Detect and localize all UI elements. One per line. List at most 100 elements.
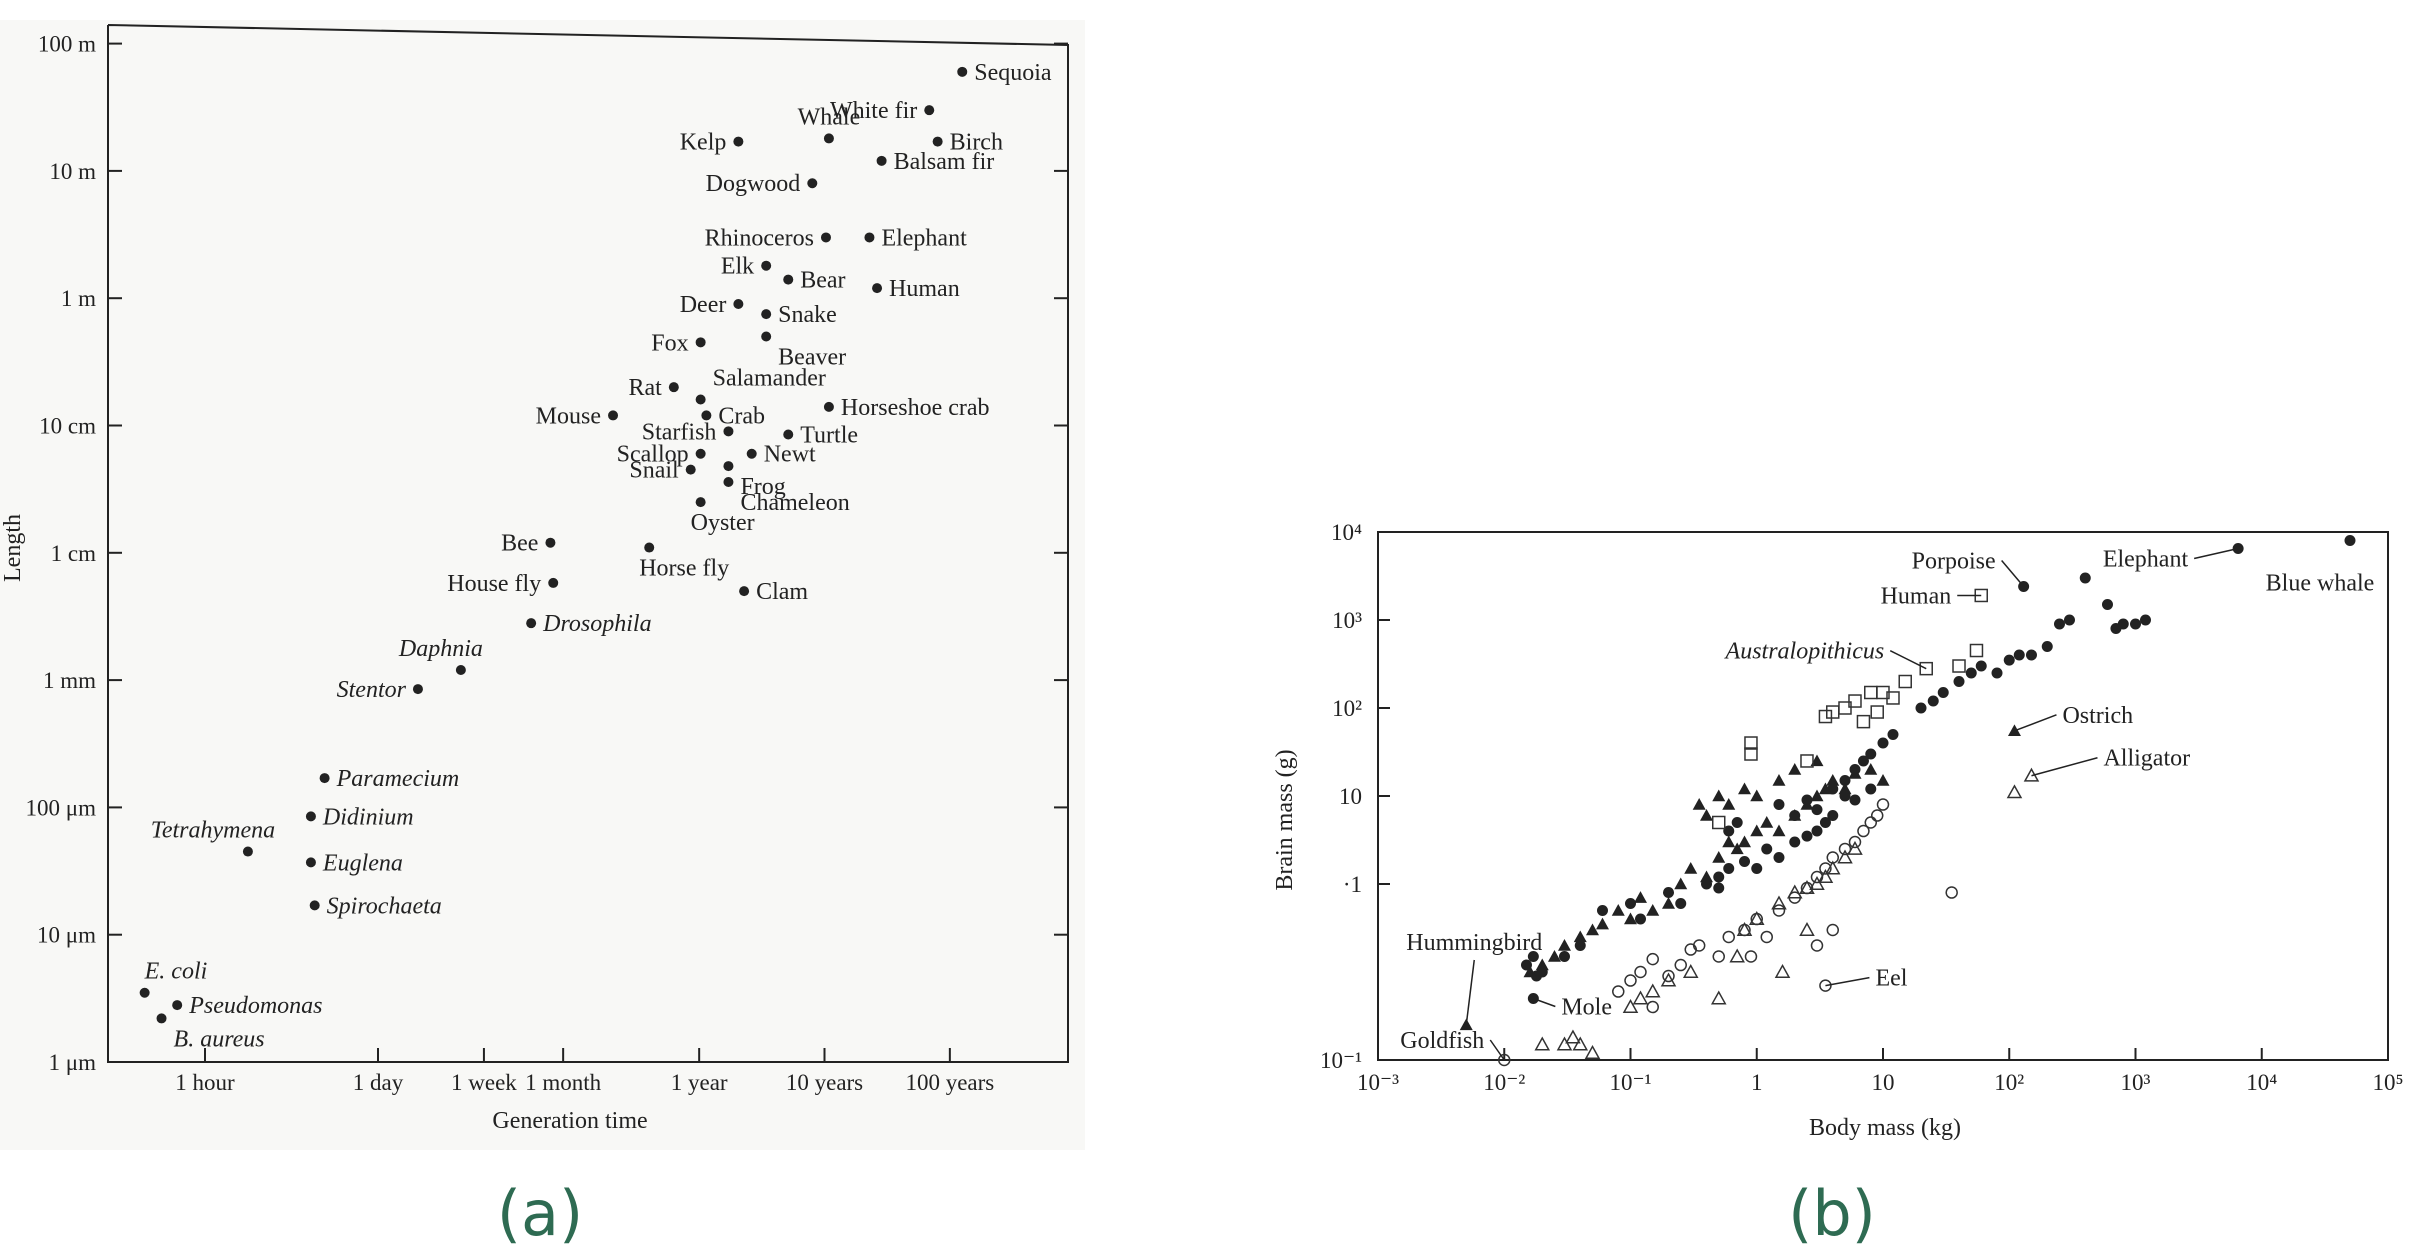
chart-b-point-open-square [1818, 709, 1833, 724]
chart-b-point-open-triangle [1817, 868, 1834, 883]
chart-a-point [864, 232, 875, 243]
chart-b-point-triangle [1750, 789, 1764, 802]
chart-b-point-circle [2063, 614, 2075, 626]
chart-a-point [761, 260, 772, 271]
chart-b-point-triangle [1800, 798, 1814, 810]
chart-b-point-triangle [1624, 912, 1637, 925]
caption-a: (a) [497, 1177, 583, 1250]
chart-b-point-triangle [1730, 842, 1744, 855]
chart-b-leader-line [1489, 1039, 1505, 1061]
chart-a-point [548, 577, 559, 588]
chart-a-y-tick-label: 10 cm [39, 414, 96, 439]
chart-b-x-tick-label: 10² [1994, 1070, 2024, 1095]
chart-b-point-open-triangle [1799, 879, 1815, 894]
chart-b-point-triangle [1818, 782, 1832, 795]
chart-a-point [139, 987, 150, 998]
chart-b-point-circle [1574, 940, 1586, 952]
chart-b-y-tick-label: 10⁻¹ [1320, 1048, 1362, 1073]
chart-a-x-tick-label: 100 years [905, 1070, 994, 1095]
chart-b-point-open-circle [1634, 965, 1647, 979]
chart-b-point-triangle [1722, 835, 1736, 848]
chart-b-point-open-triangle [2006, 784, 2023, 799]
chart-a-point-label: Crab [718, 403, 765, 429]
chart-a-points [139, 66, 968, 1024]
chart-b-point-circle [1713, 871, 1725, 883]
chart-a-point [319, 773, 330, 784]
chart-b-point-open-circle [1612, 985, 1625, 998]
chart-a-point-label: Pseudomonas [188, 993, 322, 1019]
chart-b-x-tick-label: 10³ [2121, 1070, 2151, 1095]
chart-b-point-open-triangle [1799, 921, 1815, 936]
chart-b-point-triangle [1788, 809, 1802, 821]
chart-b-point-label: Human [1881, 583, 1952, 609]
chart-b-point-triangle [1738, 835, 1752, 848]
chart-b-point-open-triangle [1622, 998, 1639, 1013]
chart-b-point-circle [1991, 667, 2003, 679]
chart-a-point [156, 1013, 167, 1024]
chart-b-point-circle [2041, 640, 2053, 652]
chart-b-point-circle [1713, 882, 1725, 894]
chart-a-point-label: Starfish [642, 419, 717, 445]
chart-a-point-label: Fox [651, 330, 688, 356]
chart-b-point-open-triangle [1771, 895, 1787, 910]
chart-b-point-open-triangle [1809, 875, 1825, 890]
chart-b-point-circle [2013, 649, 2025, 661]
chart-a-point [695, 337, 706, 348]
chart-a-point [545, 537, 556, 548]
chart-b-point-circle [1527, 951, 1539, 963]
chart-b: 10⁻³ 10⁻² 10⁻¹ 1 10 10² 10³ 10⁴ 10⁵ 10⁻¹ ·1 10 10² 10… [1272, 520, 2404, 1141]
chart-a-y-tick-label: 10 μm [37, 923, 96, 948]
chart-b-point-open-triangle [1534, 1036, 1551, 1051]
chart-b-point-circle [1927, 695, 1939, 707]
chart-b-point-open-circle [1744, 950, 1758, 963]
chart-b-point-label: Elephant [2103, 546, 2189, 572]
chart-b-y-tick-label: 10 [1339, 784, 1362, 809]
chart-b-point-open-square [1886, 691, 1900, 705]
chart-b-point-open-square [1898, 674, 1912, 689]
chart-a-x-tick-label: 1 month [525, 1070, 602, 1095]
chart-b-point-circle [2079, 572, 2091, 584]
chart-b-y-tick-label: 10⁴ [1331, 520, 1362, 545]
chart-a-point [876, 155, 887, 166]
chart-a-y-tick-label: 100 m [38, 32, 96, 57]
chart-b-point-circle [1761, 843, 1773, 855]
chart-b-leader-line [2001, 560, 2025, 588]
chart-a-point-label: Elk [721, 254, 754, 280]
chart-b-point-circle [1857, 755, 1869, 767]
chart-b-point-open-circle [1826, 923, 1840, 937]
chart-b-x-tick-label: 10⁻² [1483, 1070, 1525, 1095]
chart-b-point-open-circle [1712, 950, 1725, 963]
chart-b-point-circle [1811, 804, 1823, 816]
chart-b-point-triangle [1712, 851, 1726, 863]
chart-b-point-circle [2025, 649, 2037, 661]
chart-a-point-label: Salamander [713, 366, 826, 392]
chart-a-y-tick-label: 1 mm [43, 668, 96, 693]
chart-a: 100 m 10 m 1 m 10 cm 1 cm 1 mm 100 μm 10 μm 1 μm… [0, 20, 1085, 1150]
chart-a-point-label: Rhinoceros [705, 225, 814, 251]
chart-a-point-label: Scallop [617, 442, 689, 468]
chart-a-point [455, 665, 466, 676]
chart-b-point-triangle [1633, 891, 1647, 903]
chart-b-point-triangle [1738, 782, 1752, 795]
chart-b-point-open-circle [1945, 886, 1958, 899]
chart-b-x-tick-label: 10⁻³ [1357, 1070, 1399, 1095]
chart-a-point-label: Beaver [778, 345, 846, 371]
chart-b-point-open-triangle [1837, 849, 1853, 864]
chart-b-point-circle [1634, 913, 1646, 925]
chart-b-point-open-square [1870, 705, 1884, 719]
chart-a-point [695, 497, 706, 508]
chart-a-point [820, 232, 831, 243]
chart-a-point [924, 105, 935, 116]
chart-a-point [733, 299, 744, 310]
chart-a-point-label: Clam [756, 579, 808, 605]
chart-b-point-open-square [1744, 747, 1758, 761]
chart-b-point-circle [1663, 887, 1675, 899]
chart-b-point-open-triangle [1632, 990, 1649, 1005]
chart-b-point-circle [1865, 748, 1877, 760]
chart-b-point-triangle [1788, 763, 1802, 775]
chart-a-point-label: Horseshoe crab [841, 395, 990, 421]
chart-b-point-open-square [1952, 659, 1966, 673]
chart-b-point-circle [1801, 830, 1813, 842]
chart-a-background [0, 20, 1085, 1150]
